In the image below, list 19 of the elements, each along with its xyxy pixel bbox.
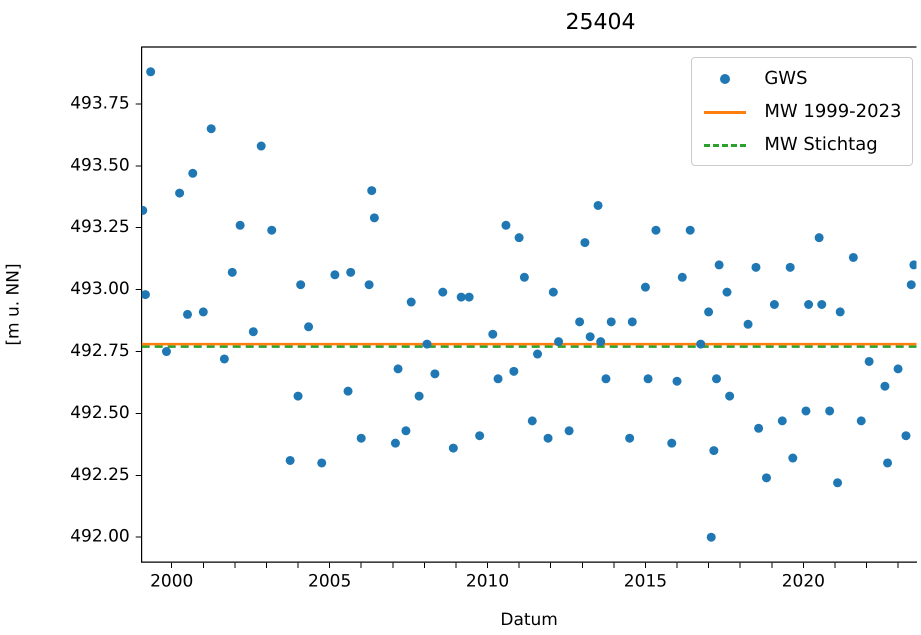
x-tick-label: 2000 [150, 572, 194, 592]
legend-label: MW Stichtag [764, 134, 878, 155]
y-tick-label: 493.00 [70, 279, 130, 300]
y-tick-label: 493.25 [70, 217, 130, 238]
y-tick-label: 492.25 [70, 464, 130, 485]
y-tick-label: 493.50 [70, 155, 130, 176]
legend-label: GWS [764, 68, 808, 89]
x-tick-label: 2015 [624, 572, 668, 592]
legend-label: MW 1999-2023 [764, 101, 902, 122]
x-tick-label: 2010 [466, 572, 510, 592]
chart-title: 25404 [564, 10, 636, 35]
y-tick-label: 492.75 [70, 340, 130, 361]
x-tick-label: 2020 [782, 572, 825, 592]
y-tick-label: 493.75 [70, 93, 130, 114]
x-axis-title: Datum [500, 610, 558, 630]
y-tick-label: 492.00 [70, 526, 130, 547]
y-tick-label: 492.50 [70, 402, 130, 423]
x-tick-label: 2005 [308, 572, 352, 592]
y-axis-title: [m u. NN] [4, 263, 24, 346]
